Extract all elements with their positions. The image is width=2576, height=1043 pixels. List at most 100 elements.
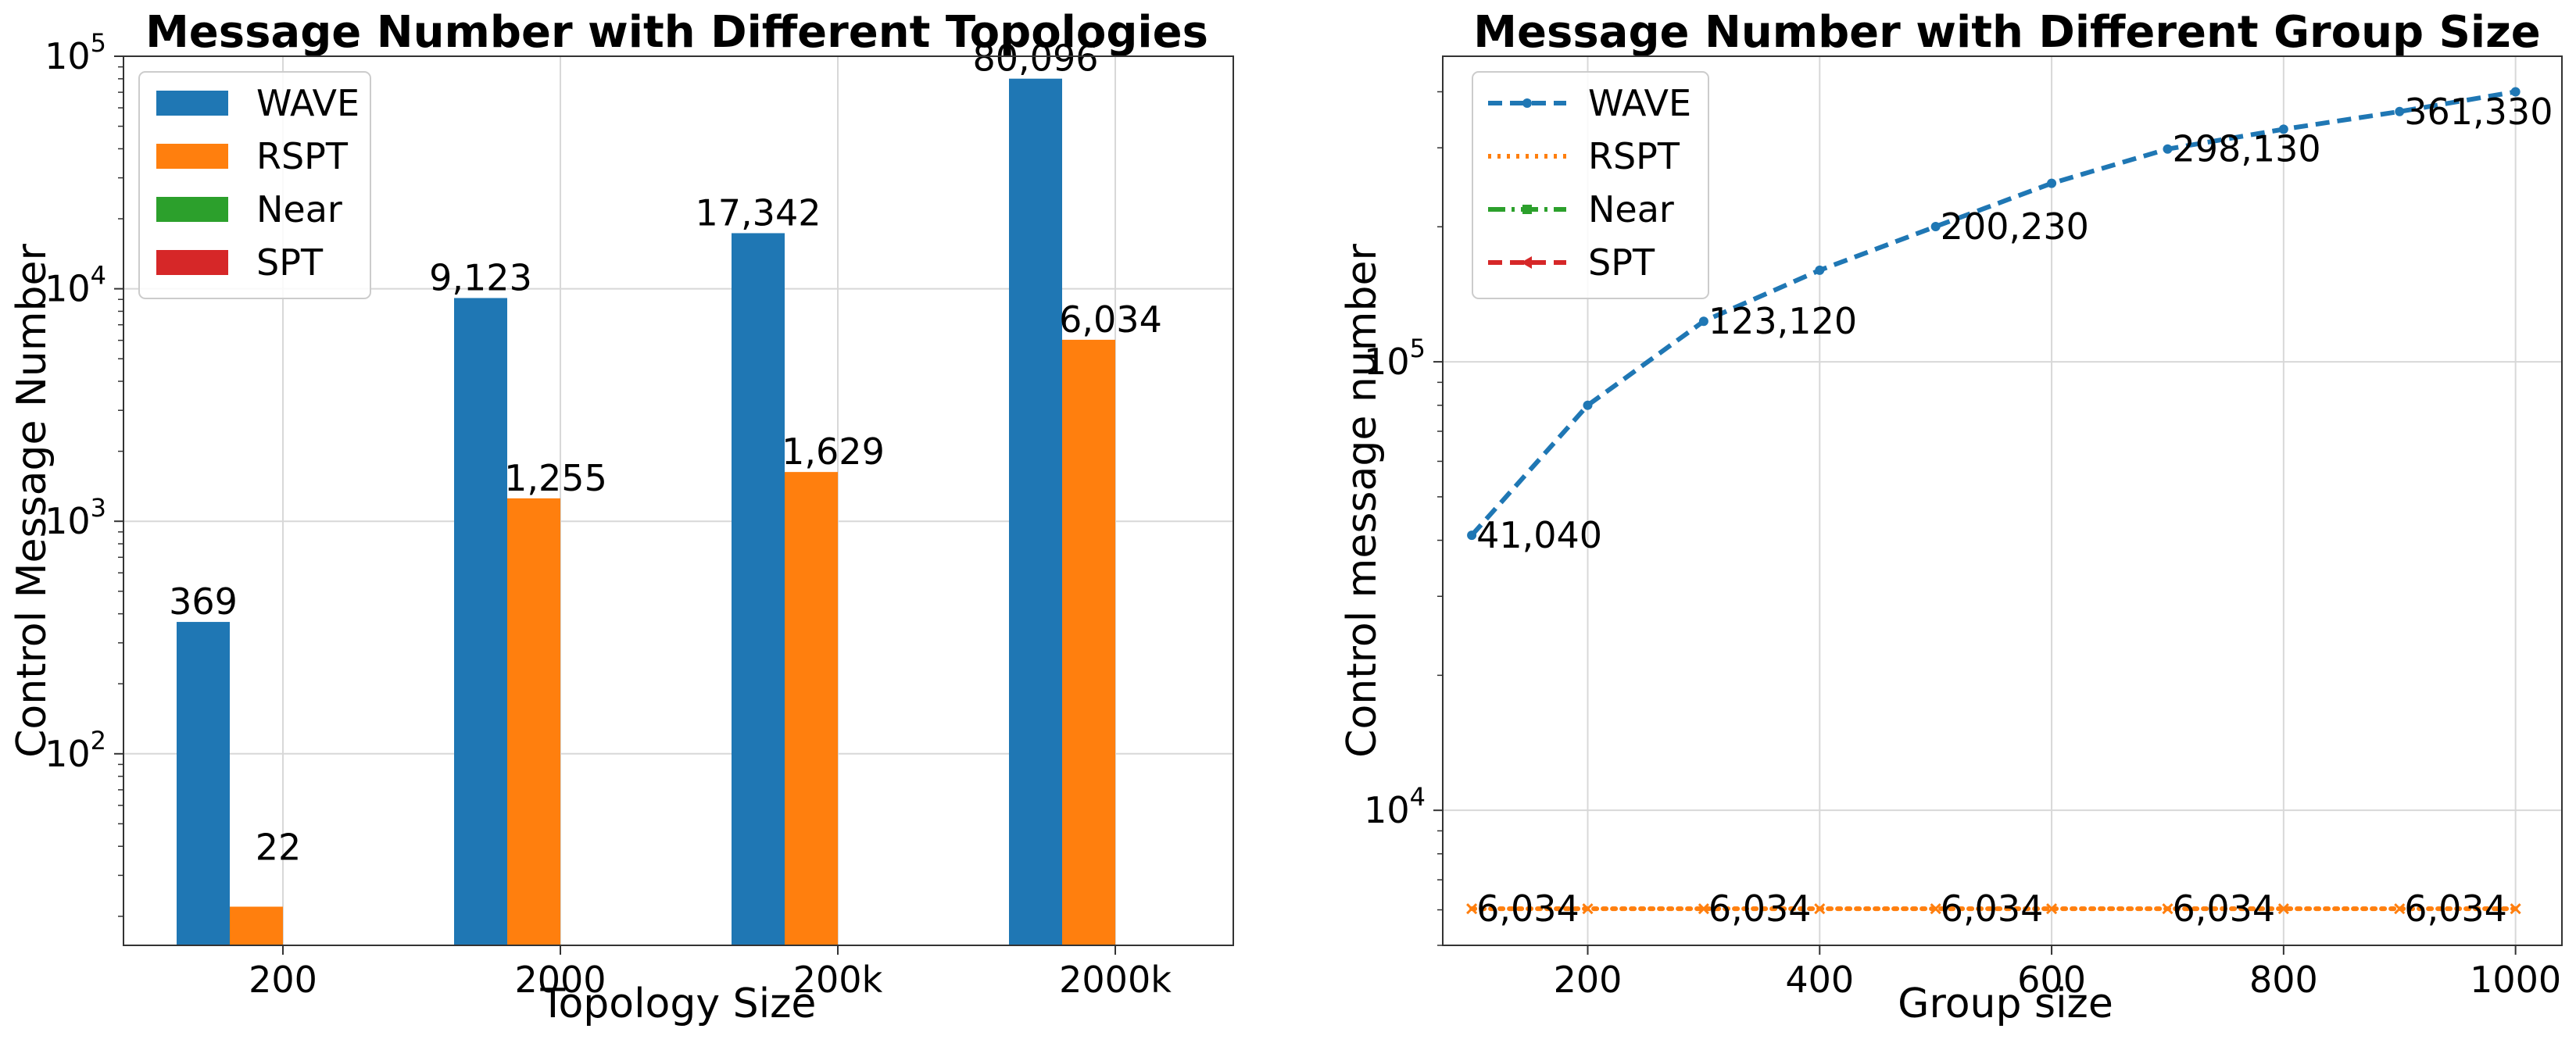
bar-data-label: 80,096 bbox=[973, 38, 1099, 80]
point-wave bbox=[1698, 316, 1708, 327]
line-chart-x-tick-label: 600 bbox=[2017, 959, 2086, 1001]
line-chart-x-tick-label: 800 bbox=[2249, 959, 2318, 1001]
bar-data-label: 22 bbox=[256, 826, 302, 868]
line-chart-x-ticks: 200 400 600 800 1000 bbox=[1554, 945, 2561, 1001]
point-rspt bbox=[1930, 903, 1941, 915]
legend-label-spt: SPT bbox=[1588, 241, 1655, 284]
line-point-label: 41,040 bbox=[1476, 514, 1602, 556]
line-chart-group-size: Message Number with Different Group Size… bbox=[1339, 7, 2563, 1027]
legend-marker-spt bbox=[1521, 256, 1532, 269]
bar-chart-bars bbox=[177, 78, 1115, 945]
bar-chart-x-tick-label: 2000 bbox=[514, 959, 606, 1001]
line-chart-plot-frame bbox=[1442, 55, 2563, 946]
bar-wave bbox=[1009, 78, 1062, 945]
bar-rspt bbox=[1062, 339, 1115, 945]
point-wave bbox=[2278, 124, 2288, 134]
line-point-label: 6,034 bbox=[1476, 888, 1580, 930]
bar-wave bbox=[177, 622, 230, 945]
line-chart-y-tick-label: 105 bbox=[1364, 334, 1426, 383]
bar-chart-data-labels: 369 9,123 17,342 80,096 22 1,255 1,629 6,034 bbox=[169, 38, 1162, 869]
legend-swatch-spt bbox=[156, 250, 228, 275]
line-chart-y-axis-label: Control message number bbox=[1339, 244, 1386, 758]
line-point-label: 200,230 bbox=[1941, 205, 2089, 248]
point-wave bbox=[2047, 178, 2057, 188]
bar-chart-topologies: Message Number with Different Topologies… bbox=[9, 7, 1234, 1027]
legend-label-near: Near bbox=[256, 188, 342, 230]
line-point-label: 6,034 bbox=[1708, 888, 1812, 930]
point-wave bbox=[1930, 221, 1941, 231]
bar-chart-y-tick-label: 104 bbox=[45, 261, 106, 310]
point-wave bbox=[1815, 265, 1825, 275]
legend-swatch-rspt bbox=[156, 144, 228, 169]
line-wave bbox=[1469, 89, 2517, 538]
bar-data-label: 369 bbox=[169, 580, 238, 623]
line-point-label: 6,034 bbox=[2172, 888, 2275, 930]
point-rspt bbox=[1466, 903, 1478, 915]
bar-rspt bbox=[230, 906, 283, 945]
point-rspt bbox=[2046, 903, 2058, 915]
bar-chart-y-axis-label: Control Message Number bbox=[9, 243, 55, 757]
bar-chart-x-axis-label: Topology Size bbox=[540, 980, 817, 1027]
line-chart-series bbox=[1466, 87, 2521, 915]
bar-chart-y-tick-label: 105 bbox=[45, 28, 106, 77]
legend-label-wave: WAVE bbox=[256, 82, 360, 124]
line-point-label: 298,130 bbox=[2172, 128, 2320, 170]
point-rspt bbox=[1814, 903, 1826, 915]
bar-rspt bbox=[507, 498, 560, 945]
bar-chart-x-tick-label: 200 bbox=[249, 959, 317, 1001]
point-rspt bbox=[2394, 903, 2406, 915]
bar-chart-x-ticks: 200 2000 200k 2000k bbox=[249, 945, 1172, 1001]
point-rspt bbox=[2162, 903, 2174, 915]
point-rspt bbox=[1582, 903, 1594, 915]
legend-marker-wave bbox=[1522, 98, 1532, 108]
line-chart-x-axis-label: Group size bbox=[1898, 980, 2113, 1027]
legend-label-rspt: RSPT bbox=[1588, 135, 1680, 177]
line-chart-x-tick-label: 1000 bbox=[2470, 959, 2561, 1001]
point-wave bbox=[1583, 400, 1593, 410]
bar-rspt bbox=[785, 472, 838, 945]
bar-wave bbox=[454, 298, 507, 945]
legend-marker-near bbox=[1522, 205, 1532, 214]
bar-chart-plot-frame bbox=[123, 55, 1234, 946]
legend-swatch-near bbox=[156, 197, 228, 222]
bar-data-label: 17,342 bbox=[696, 191, 821, 234]
line-chart-x-tick-label: 400 bbox=[1785, 959, 1854, 1001]
legend-swatch-wave bbox=[156, 91, 228, 116]
point-wave bbox=[2163, 144, 2173, 154]
line-point-label: 361,330 bbox=[2404, 91, 2553, 133]
bar-chart-x-tick-label: 2000k bbox=[1059, 959, 1172, 1001]
legend-label-wave: WAVE bbox=[1588, 82, 1691, 124]
point-wave bbox=[2510, 87, 2521, 97]
bar-data-label: 1,255 bbox=[504, 457, 607, 499]
line-chart-y-tick-label: 104 bbox=[1364, 782, 1426, 831]
point-wave bbox=[2395, 106, 2405, 116]
point-wave bbox=[1467, 530, 1477, 541]
bar-chart-y-tick-label: 103 bbox=[45, 493, 106, 542]
line-point-label: 6,034 bbox=[1941, 888, 2044, 930]
bar-chart-legend: WAVE RSPT Near SPT bbox=[138, 71, 371, 299]
point-rspt bbox=[1698, 903, 1709, 915]
legend-label-near: Near bbox=[1588, 188, 1674, 230]
point-rspt bbox=[2510, 903, 2521, 915]
line-point-label: 6,034 bbox=[2404, 888, 2507, 930]
line-chart-x-tick-label: 200 bbox=[1554, 959, 1623, 1001]
point-rspt bbox=[2277, 903, 2289, 915]
legend-label-rspt: RSPT bbox=[256, 135, 349, 177]
bar-data-label: 9,123 bbox=[429, 256, 532, 298]
line-point-label: 123,120 bbox=[1708, 300, 1857, 342]
bar-data-label: 6,034 bbox=[1059, 298, 1162, 341]
bar-chart-x-tick-label: 200k bbox=[793, 959, 883, 1001]
bar-chart-title: Message Number with Different Topologies bbox=[145, 7, 1208, 58]
line-chart-title: Message Number with Different Group Size bbox=[1473, 7, 2540, 58]
line-chart-y-ticks: 104 105 bbox=[1364, 91, 1443, 946]
bar-chart-y-ticks: 102 103 104 105 bbox=[45, 28, 123, 917]
line-chart-grid bbox=[1443, 56, 2562, 945]
bar-data-label: 1,629 bbox=[782, 430, 885, 473]
bar-chart-legend-box bbox=[138, 71, 371, 299]
line-chart-legend-box bbox=[1472, 71, 1709, 299]
line-chart-data-labels: 41,040 123,120 200,230 298,130 361,330 6,034 6… bbox=[1476, 91, 2553, 930]
legend-label-spt: SPT bbox=[256, 241, 324, 284]
line-chart-legend: WAVE RSPT Near SPT bbox=[1472, 71, 1709, 299]
bar-wave bbox=[732, 233, 785, 945]
